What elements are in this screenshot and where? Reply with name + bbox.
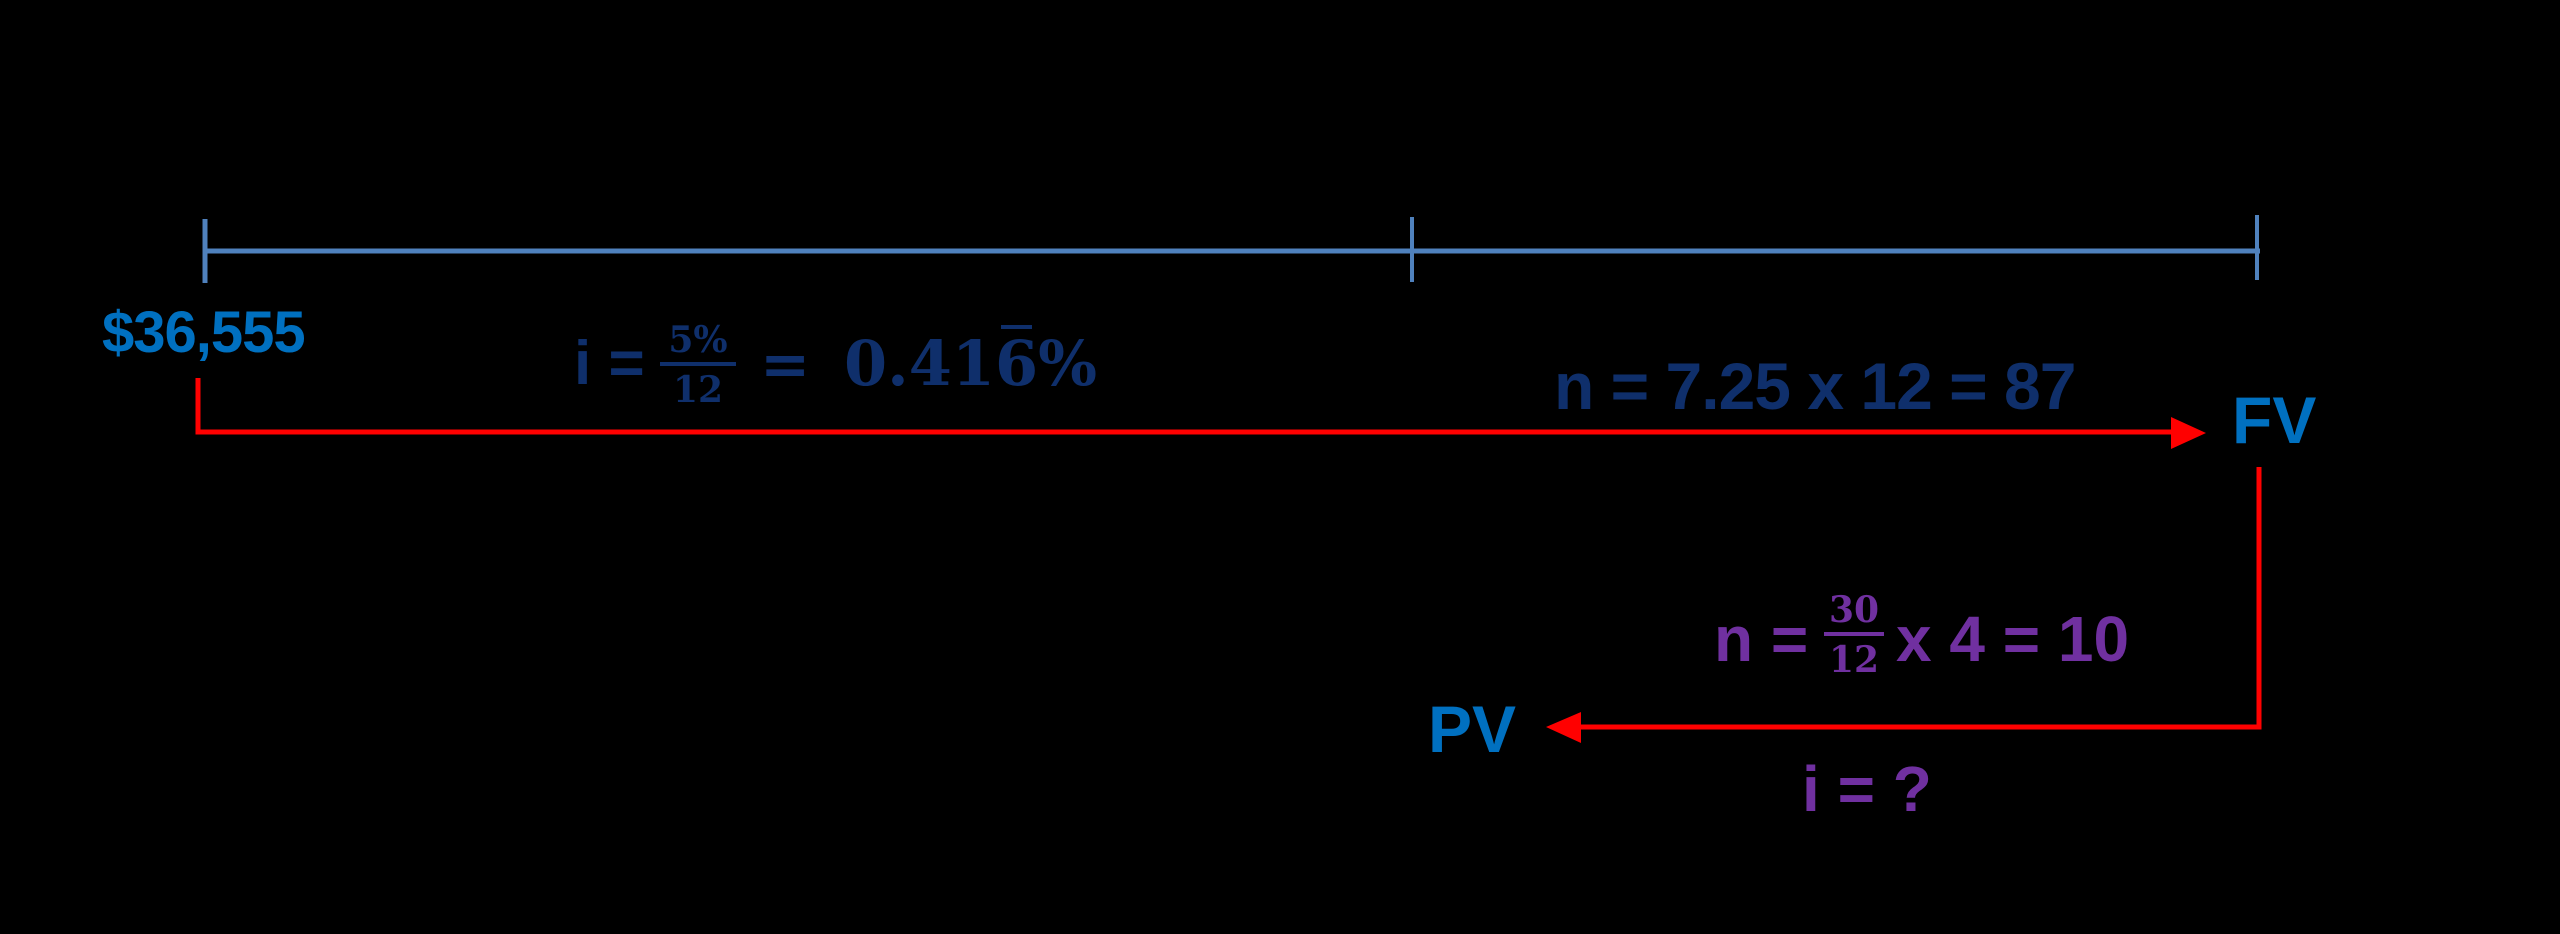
unknown-rate-formula: i = ?	[1802, 753, 1932, 825]
compounding-arrow	[195, 378, 2206, 449]
compounding-arrow-path	[195, 378, 2175, 435]
fraction-bar	[660, 362, 736, 366]
future-value-label: FV	[2232, 383, 2317, 457]
rate-fraction: 5% 12	[660, 322, 736, 408]
rate-denominator: 12	[672, 369, 724, 411]
periods-formula-first-leg: n = 7.25 x 12 = 87	[1554, 349, 2076, 423]
rate-lhs: i =	[574, 329, 645, 398]
fraction-bar	[1824, 632, 1884, 636]
periods-lhs-second-leg: n =	[1714, 603, 1809, 675]
periods-rhs-second-leg: x 4 = 10	[1896, 603, 2130, 675]
discounting-arrow	[1546, 467, 2262, 743]
arrowhead-right-icon	[2171, 417, 2206, 449]
present-value-label: PV	[1428, 692, 1517, 766]
rate-result: 0.416%	[844, 325, 1097, 400]
present-amount-label: $36,555	[102, 300, 306, 365]
periods-numerator: 30	[1828, 589, 1880, 631]
timeline	[202, 215, 2260, 283]
rate-result-repeating-digit: 6	[995, 325, 1039, 400]
discounting-arrow-path	[1578, 467, 2262, 730]
rate-numerator: 5%	[668, 319, 728, 361]
rate-equals: =	[760, 330, 811, 400]
periods-denominator: 12	[1828, 639, 1880, 681]
rate-result-prefix: 0.41	[844, 327, 996, 400]
periods-fraction: 30 12	[1824, 592, 1884, 678]
rate-result-suffix: %	[1038, 327, 1098, 400]
arrowhead-left-icon	[1546, 712, 1581, 743]
